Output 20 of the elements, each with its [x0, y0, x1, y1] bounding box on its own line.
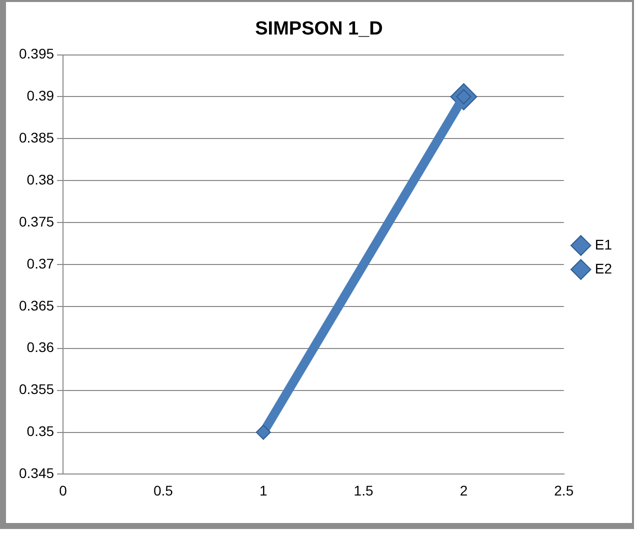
legend-label: E2	[594, 260, 612, 276]
y-tick-label: 0.355	[18, 381, 54, 398]
legend-label: E1	[594, 236, 612, 252]
y-tick-label: 0.375	[18, 213, 54, 230]
y-tick-label: 0.38	[26, 171, 54, 188]
y-tick-label: 0.39	[26, 88, 54, 104]
y-tick-label: 0.37	[26, 255, 54, 272]
x-tick-label: 2.5	[554, 482, 574, 498]
y-tick-label: 0.35	[26, 423, 54, 440]
x-tick-label: 0.5	[153, 482, 174, 498]
y-tick-label: 0.395	[18, 46, 54, 62]
y-tick-label: 0.345	[18, 465, 54, 482]
x-tick-label: 2	[460, 482, 468, 498]
chart-title: SIMPSON 1_D	[255, 18, 383, 40]
x-tick-label: 1	[259, 482, 268, 498]
x-tick-label: 1.5	[354, 482, 374, 498]
x-tick-label: 0	[59, 482, 68, 498]
y-tick-label: 0.365	[18, 297, 54, 314]
y-tick-label: 0.385	[18, 130, 54, 146]
y-tick-label: 0.36	[26, 339, 54, 356]
